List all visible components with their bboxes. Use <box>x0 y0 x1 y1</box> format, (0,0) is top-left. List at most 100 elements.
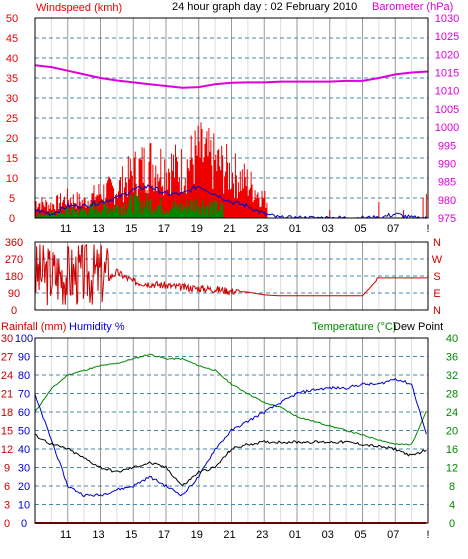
barometer-line <box>34 64 429 89</box>
graph-date-title: 24 hour graph day : 02 February 2010 <box>172 1 357 13</box>
x-tick-label: 15 <box>125 529 137 541</box>
x-tick-label: 01 <box>289 529 301 541</box>
humidity-tick-label: 10 <box>18 500 30 512</box>
compass-label: S <box>433 271 440 283</box>
direction-tick-label: 90 <box>8 288 20 300</box>
x-tick-label: 11 <box>60 223 71 235</box>
windspeed-tick-label: 5 <box>9 193 15 205</box>
plot-frame <box>34 241 429 311</box>
rainfall-tick-label: 24 <box>1 370 13 382</box>
compass-label: N <box>433 305 441 317</box>
plot-frame <box>34 337 429 524</box>
humidity-tick-label: 40 <box>18 444 30 456</box>
temperature-tick-label: 36 <box>446 352 458 364</box>
rainfall-tick-label: 30 <box>1 333 13 345</box>
temperature-line <box>34 353 427 446</box>
barometer-tick-label: 975 <box>438 213 456 225</box>
direction-tick-label: 180 <box>5 271 23 283</box>
x-tick-label: 05 <box>354 529 366 541</box>
humidity-line <box>34 377 427 498</box>
humidity-tick-label: 90 <box>18 352 30 364</box>
rainfall-tick-label: 21 <box>1 389 13 401</box>
windspeed-tick-label: 50 <box>6 13 18 25</box>
humidity-tick-label: 50 <box>18 426 30 438</box>
x-tick-label: 23 <box>256 223 268 235</box>
x-tick-label: ! <box>426 529 429 541</box>
rainfall-tick-label: 0 <box>4 518 10 530</box>
humidity-tick-label: 30 <box>18 463 30 475</box>
barometer-axis-title: Barometer (hPa) <box>372 1 453 13</box>
temperature-tick-label: 20 <box>446 426 458 438</box>
rainfall-tick-label: 15 <box>1 426 13 438</box>
temperature-axis-title: Temperature (°C) <box>312 321 396 333</box>
barometer-tick-label: 1000 <box>435 122 459 134</box>
x-tick-label: 07 <box>387 223 399 235</box>
temperature-tick-label: 12 <box>446 463 458 475</box>
humidity-tick-label: 20 <box>18 481 30 493</box>
compass-label: W <box>432 254 443 266</box>
rainfall-tick-label: 3 <box>4 500 10 512</box>
barometer-tick-label: 1005 <box>435 104 459 116</box>
windspeed-tick-label: 25 <box>6 113 18 125</box>
temp-humidity-panel: 0369121518212427300102030405060708090100… <box>1 333 458 541</box>
barometer-tick-label: 990 <box>438 158 456 170</box>
temperature-tick-label: 28 <box>446 389 458 401</box>
humidity-tick-label: 100 <box>15 333 33 345</box>
barometer-tick-label: 1020 <box>435 49 459 61</box>
humidity-tick-label: 0 <box>21 518 27 530</box>
temperature-tick-label: 8 <box>449 481 455 493</box>
rainfall-tick-label: 18 <box>1 407 13 419</box>
barometer-tick-label: 1025 <box>435 31 459 43</box>
x-tick-label: 21 <box>223 529 235 541</box>
plot-frame <box>34 17 429 219</box>
barometer-tick-label: 1010 <box>435 86 459 98</box>
x-tick-label: 05 <box>354 223 366 235</box>
x-tick-label: 03 <box>322 223 334 235</box>
x-tick-label: 17 <box>158 223 170 235</box>
rainfall-tick-label: 9 <box>4 463 10 475</box>
barometer-tick-label: 985 <box>438 177 456 189</box>
x-tick-label: 13 <box>92 223 104 235</box>
windspeed-tick-label: 0 <box>9 213 15 225</box>
barometer-tick-label: 995 <box>438 140 456 152</box>
temperature-tick-label: 16 <box>446 444 458 456</box>
x-tick-label: 07 <box>387 529 399 541</box>
x-tick-label: 21 <box>223 223 235 235</box>
humidity-tick-label: 60 <box>18 407 30 419</box>
windspeed-tick-label: 20 <box>6 133 18 145</box>
rainfall-axis-title: Rainfall (mm) <box>1 321 66 333</box>
windspeed-tick-label: 30 <box>6 93 18 105</box>
wind-direction-line <box>34 243 428 306</box>
windspeed-tick-label: 45 <box>6 33 18 45</box>
humidity-tick-label: 80 <box>18 370 30 382</box>
windspeed-tick-label: 15 <box>6 153 18 165</box>
dewpoint-line <box>34 433 427 487</box>
wind-barometer-panel: 0510152025303540455097598098599099510001… <box>6 13 459 235</box>
x-tick-label: 03 <box>322 529 334 541</box>
dewpoint-axis-title: Dew Point <box>393 321 443 333</box>
direction-tick-label: 0 <box>11 305 17 317</box>
barometer-tick-label: 1015 <box>435 68 459 80</box>
temperature-tick-label: 32 <box>446 370 458 382</box>
x-tick-label: 23 <box>256 529 268 541</box>
x-tick-label: 01 <box>289 223 301 235</box>
direction-tick-label: 360 <box>5 237 23 249</box>
temperature-tick-label: 40 <box>446 333 458 345</box>
temperature-tick-label: 4 <box>449 500 455 512</box>
rainfall-tick-label: 6 <box>4 481 10 493</box>
x-tick-label: 13 <box>92 529 104 541</box>
x-tick-label: 15 <box>125 223 137 235</box>
humidity-tick-label: 70 <box>18 389 30 401</box>
windspeed-tick-label: 35 <box>6 73 18 85</box>
x-tick-label: 17 <box>158 529 170 541</box>
temperature-tick-label: 0 <box>449 518 455 530</box>
humidity-axis-title: Humidity % <box>69 321 125 333</box>
x-tick-label: 11 <box>60 529 71 541</box>
compass-label: N <box>433 237 441 249</box>
windspeed-axis-title: Windspeed (kmh) <box>36 2 122 14</box>
direction-tick-label: 270 <box>5 254 23 266</box>
compass-label: E <box>433 288 440 300</box>
barometer-tick-label: 1030 <box>435 13 459 25</box>
